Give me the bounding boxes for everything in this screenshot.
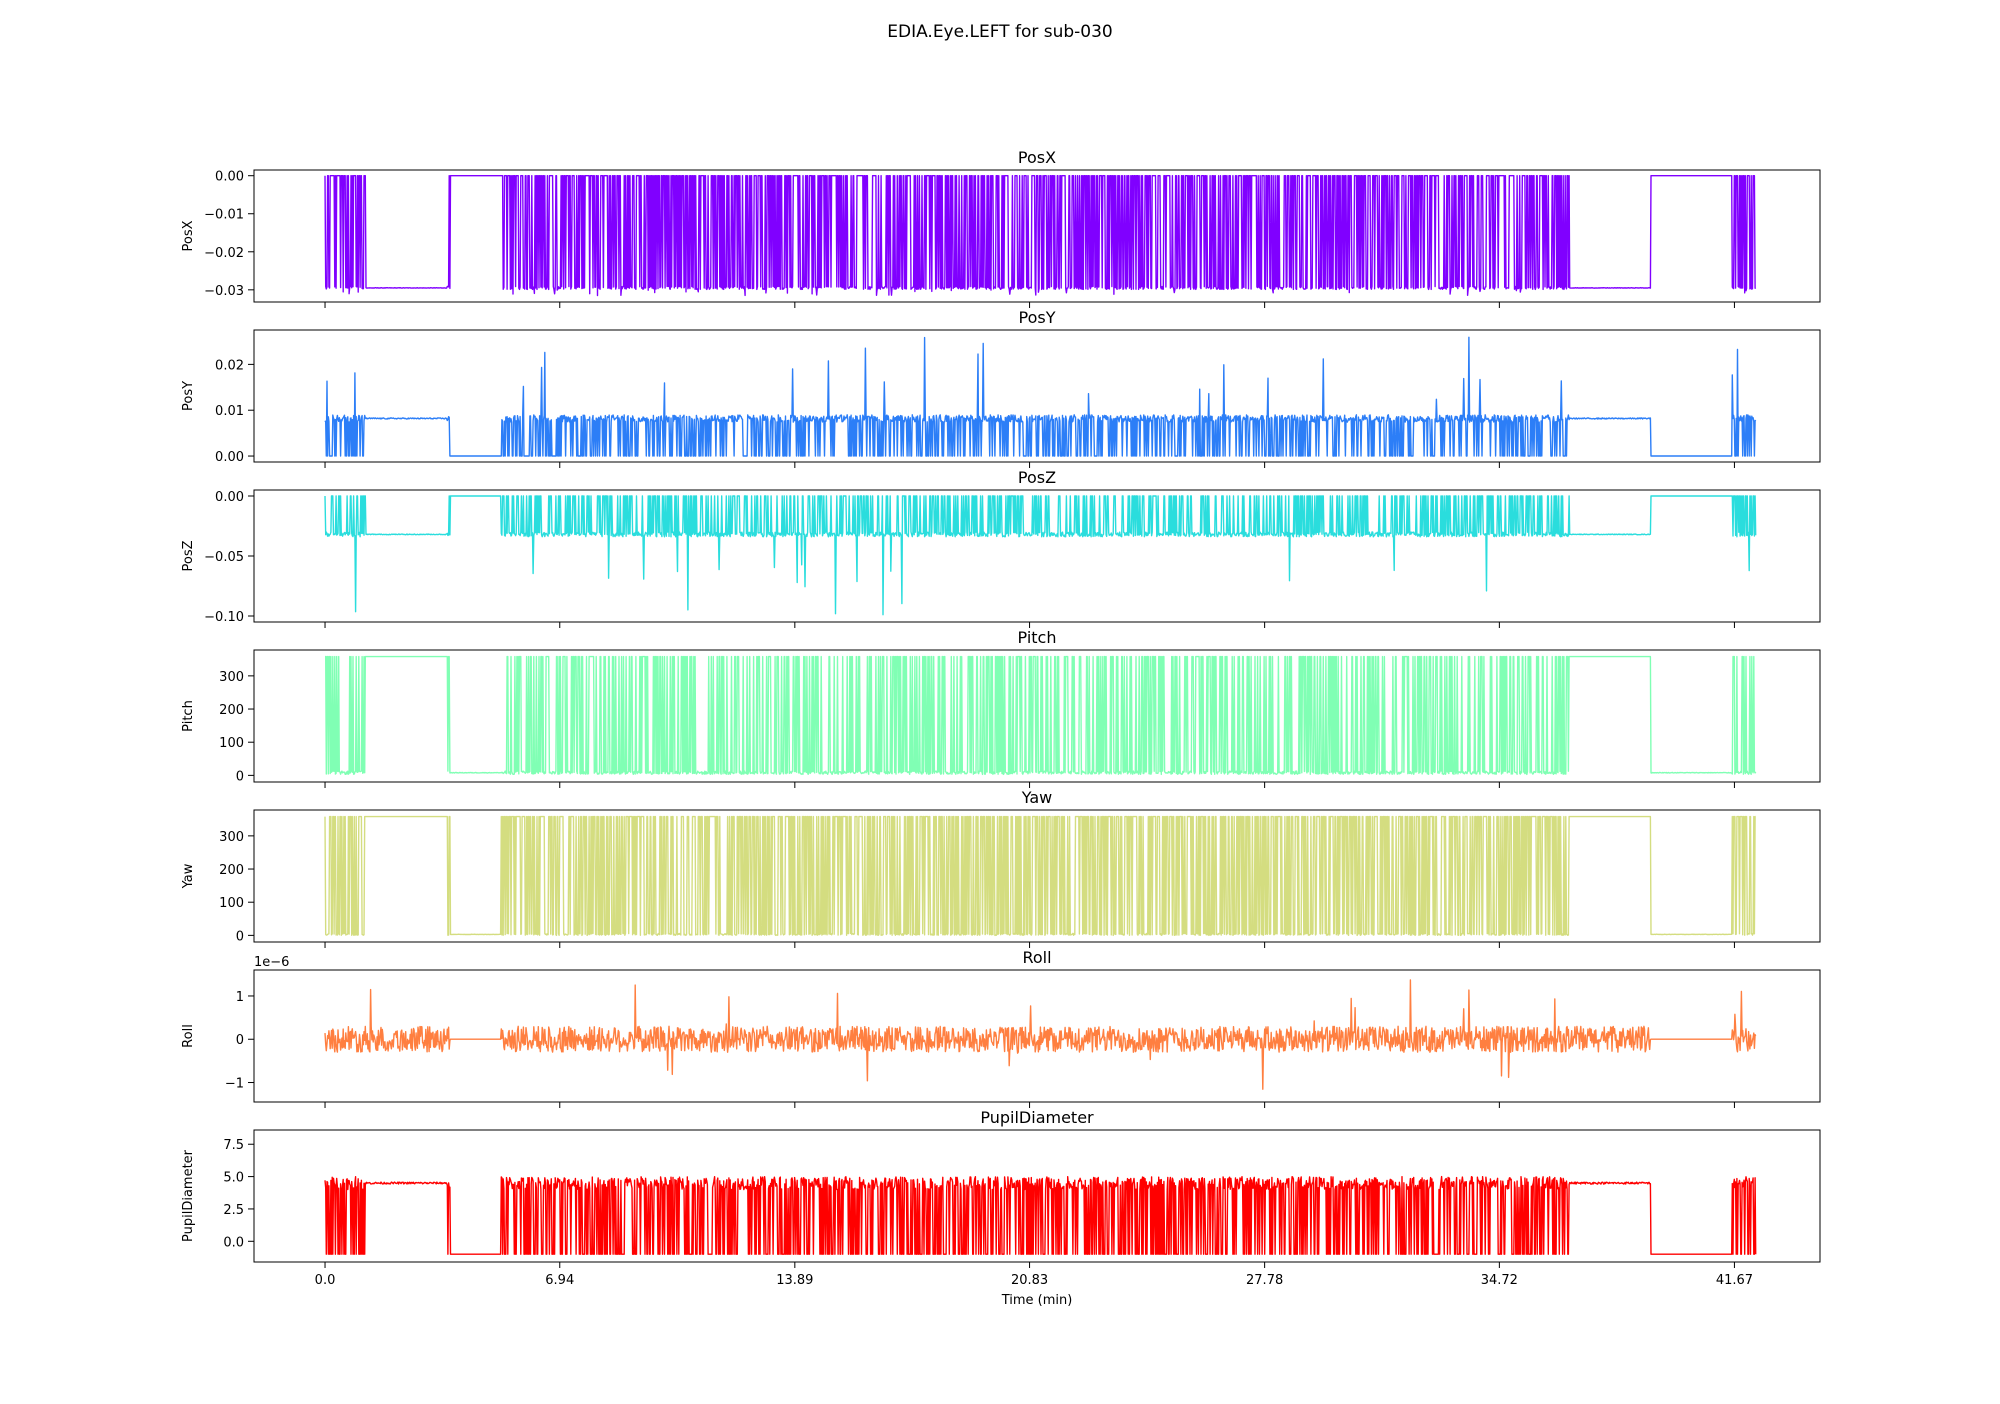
axes-frame bbox=[253, 809, 1821, 943]
subplot-posx: PosX PosX 0.00 −0.01 −0.02 −0.03 bbox=[181, 148, 1821, 308]
y-axis-label: Yaw bbox=[181, 863, 196, 889]
y-tick-label: −0.10 bbox=[204, 610, 244, 625]
x-tick-label: 34.72 bbox=[1481, 1273, 1518, 1288]
subplot-title: PosX bbox=[1018, 148, 1056, 167]
y-tick-label: 0.02 bbox=[215, 358, 244, 373]
y-tick-label: 100 bbox=[219, 736, 244, 751]
y-offset-text: 1e−6 bbox=[254, 955, 289, 970]
y-tick-label: 300 bbox=[219, 830, 244, 845]
axes-frame bbox=[253, 649, 1821, 783]
subplot-title: PosZ bbox=[1018, 468, 1056, 487]
y-axis-label: PosX bbox=[181, 220, 196, 251]
y-tick-label: 5.0 bbox=[223, 1171, 244, 1186]
y-tick-label: 2.5 bbox=[223, 1203, 244, 1218]
y-tick-label: 0 bbox=[236, 929, 244, 944]
y-axis-label: Roll bbox=[181, 1024, 196, 1048]
y-tick-label: 100 bbox=[219, 896, 244, 911]
y-tick-label: 0 bbox=[236, 769, 244, 784]
subplot-title: Pitch bbox=[1018, 628, 1057, 647]
y-axis-label: PosZ bbox=[181, 540, 196, 571]
subplot-pupildiameter: PupilDiameter PupilDiameter 0.0 2.5 5.0 7.5 0.… bbox=[181, 1108, 1821, 1288]
subplot-title: Roll bbox=[1022, 948, 1051, 967]
x-tick-label: 27.78 bbox=[1246, 1273, 1283, 1288]
axes-frame bbox=[253, 1129, 1821, 1263]
y-tick-label: 1 bbox=[236, 990, 244, 1005]
y-tick-label: 200 bbox=[219, 703, 244, 718]
y-tick-label: 0 bbox=[236, 1033, 244, 1048]
axes-frame bbox=[253, 969, 1821, 1103]
y-tick-label: −0.01 bbox=[204, 208, 244, 223]
series-line-yaw bbox=[324, 815, 1756, 937]
subplot-pitch: Pitch Pitch 0 100 200 300 bbox=[181, 628, 1821, 788]
subplot-roll: Roll Roll 1e−6 −1 0 1 bbox=[181, 948, 1821, 1108]
y-axis-label: Pitch bbox=[181, 700, 196, 732]
y-tick-label: 300 bbox=[219, 670, 244, 685]
subplot-posz: PosZ PosZ 0.00 −0.05 −0.10 bbox=[181, 468, 1821, 628]
x-tick-label: 0.0 bbox=[315, 1273, 336, 1288]
series-line-pupildiameter bbox=[324, 1175, 1757, 1255]
y-tick-label: 200 bbox=[219, 863, 244, 878]
subplot-title: PupilDiameter bbox=[980, 1108, 1094, 1127]
axes-frame bbox=[253, 329, 1821, 463]
y-tick-label: −0.02 bbox=[204, 246, 244, 261]
y-tick-label: −0.05 bbox=[204, 550, 244, 565]
series-line-roll bbox=[324, 979, 1757, 1090]
y-axis-label: PosY bbox=[181, 381, 196, 411]
y-tick-label: −0.03 bbox=[204, 284, 244, 299]
y-tick-label: 0.00 bbox=[215, 450, 244, 465]
axes-frame bbox=[253, 169, 1821, 303]
series-line-pitch bbox=[325, 655, 1757, 776]
y-axis-label: PupilDiameter bbox=[181, 1149, 196, 1242]
y-tick-label: 0.0 bbox=[223, 1235, 244, 1250]
axes-frame bbox=[253, 489, 1821, 623]
x-tick-label: 13.89 bbox=[776, 1273, 813, 1288]
subplot-posy: PosY PosY 0.00 0.01 0.02 bbox=[181, 308, 1821, 468]
series-line-posy bbox=[324, 336, 1757, 457]
subplot-title: PosY bbox=[1019, 308, 1056, 327]
y-tick-label: 0.00 bbox=[215, 490, 244, 505]
y-tick-label: 0.01 bbox=[215, 404, 244, 419]
x-tick-label: 6.94 bbox=[545, 1273, 574, 1288]
subplot-title: Yaw bbox=[1021, 788, 1052, 807]
y-tick-label: 0.00 bbox=[215, 170, 244, 185]
figure-title: EDIA.Eye.LEFT for sub-030 bbox=[887, 22, 1113, 42]
y-tick-label: −1 bbox=[225, 1077, 244, 1092]
y-tick-label: 7.5 bbox=[223, 1138, 244, 1153]
x-axis-label: Time (min) bbox=[1001, 1293, 1073, 1308]
x-tick-label: 20.83 bbox=[1011, 1273, 1048, 1288]
subplot-yaw: Yaw Yaw 0 100 200 300 bbox=[181, 788, 1821, 948]
series-line-posz bbox=[324, 495, 1757, 616]
x-tick-label: 41.67 bbox=[1716, 1273, 1753, 1288]
series-line-posx bbox=[324, 175, 1757, 297]
